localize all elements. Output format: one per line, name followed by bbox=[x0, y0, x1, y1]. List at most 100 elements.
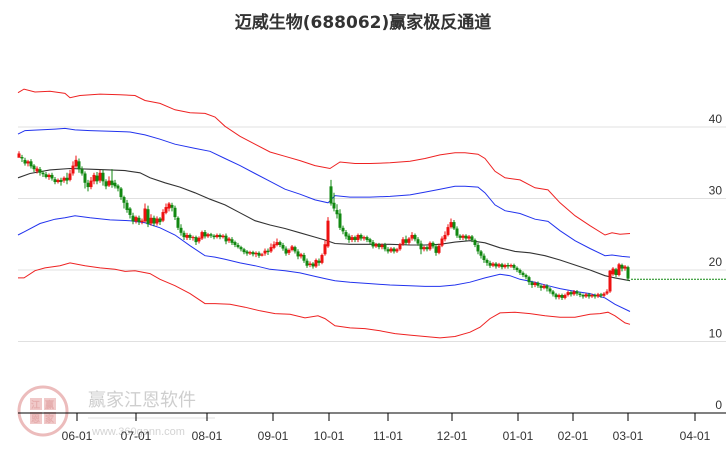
watermark-seal-cell bbox=[30, 412, 42, 424]
gridlines bbox=[18, 126, 726, 342]
candle-body bbox=[467, 236, 471, 239]
candle-body bbox=[167, 203, 171, 209]
candle-body bbox=[431, 242, 435, 247]
candle-body bbox=[236, 244, 240, 248]
candle-body bbox=[575, 291, 579, 294]
candle-body bbox=[278, 242, 282, 245]
candle-body bbox=[215, 234, 219, 238]
candle-body bbox=[188, 234, 192, 238]
candle-body bbox=[590, 295, 594, 297]
candle-body bbox=[257, 252, 261, 256]
candle-body bbox=[401, 239, 405, 245]
candle-body bbox=[602, 293, 606, 296]
candle-body bbox=[500, 264, 504, 268]
candle-body bbox=[572, 291, 576, 295]
y-tick-label: 10 bbox=[709, 327, 723, 341]
watermark-seal-char: 赢 bbox=[45, 399, 54, 411]
x-tick-label: 12-01 bbox=[437, 429, 468, 443]
candle-body bbox=[242, 249, 246, 253]
watermark-seal-cell bbox=[44, 398, 56, 410]
candle-body bbox=[533, 282, 537, 286]
candle-body bbox=[476, 244, 480, 252]
x-tick-label: 10-01 bbox=[314, 429, 345, 443]
candle-body bbox=[356, 234, 360, 240]
candle-body bbox=[599, 294, 603, 296]
candle-body bbox=[416, 239, 420, 244]
candle-body bbox=[65, 177, 69, 181]
candle-body bbox=[29, 161, 33, 167]
candle-body bbox=[146, 209, 150, 225]
candle-body bbox=[140, 220, 144, 223]
candle-body bbox=[332, 202, 336, 209]
candle-body bbox=[212, 235, 216, 238]
candle-body bbox=[251, 252, 255, 255]
candle-body bbox=[458, 235, 462, 238]
candle-body bbox=[101, 172, 105, 182]
candle-body bbox=[59, 179, 63, 183]
candle-body bbox=[134, 217, 138, 222]
watermark: 江 赢 恩 家 赢家江恩软件 www.360gann.com bbox=[17, 385, 215, 438]
candle-body bbox=[362, 237, 366, 239]
candle-body bbox=[20, 157, 24, 159]
candle-body bbox=[452, 222, 456, 229]
candle-body bbox=[485, 259, 489, 263]
candle-body bbox=[311, 263, 315, 267]
candle-body bbox=[539, 285, 543, 288]
candle-body bbox=[470, 236, 474, 240]
candle-body bbox=[317, 260, 321, 263]
candle-body bbox=[266, 250, 270, 253]
candle-body bbox=[206, 234, 210, 237]
candle-body bbox=[152, 217, 156, 224]
candle-body bbox=[434, 246, 438, 253]
candle-body bbox=[461, 235, 465, 238]
candle-body bbox=[113, 182, 117, 187]
candle-body bbox=[98, 172, 102, 181]
candle-body bbox=[569, 292, 573, 295]
candle-body bbox=[596, 294, 600, 297]
candle-body bbox=[68, 173, 72, 180]
candle-body bbox=[527, 277, 531, 283]
candle-body bbox=[218, 234, 222, 238]
candle-body bbox=[77, 161, 81, 170]
candle-body bbox=[329, 186, 333, 204]
candle-body bbox=[275, 242, 279, 245]
candle-body bbox=[143, 208, 147, 222]
candle-body bbox=[149, 217, 153, 224]
candle-body bbox=[608, 270, 612, 292]
candle-body bbox=[491, 263, 495, 266]
candle-body bbox=[92, 174, 96, 182]
candle-body bbox=[293, 247, 297, 252]
candle-body bbox=[548, 288, 552, 292]
candle-body bbox=[128, 208, 132, 215]
channel-bands bbox=[17, 88, 631, 339]
candle-body bbox=[203, 232, 207, 237]
candle-body bbox=[440, 238, 444, 246]
candle-body bbox=[305, 260, 309, 266]
candle-body bbox=[530, 282, 534, 286]
candle-body bbox=[392, 248, 396, 252]
candle-body bbox=[512, 264, 516, 268]
candle-body bbox=[407, 238, 411, 243]
candle-body bbox=[365, 237, 369, 240]
watermark-seal-cell bbox=[30, 398, 42, 410]
candle-body bbox=[50, 174, 54, 179]
candle-body bbox=[494, 263, 498, 267]
candle-body bbox=[272, 244, 276, 248]
candle-body bbox=[536, 282, 540, 286]
candle-body bbox=[260, 254, 264, 256]
x-tick-label: 03-01 bbox=[613, 429, 644, 443]
candle-body bbox=[74, 159, 78, 167]
candle-body bbox=[593, 295, 597, 297]
candle-body bbox=[164, 207, 168, 213]
candle-body bbox=[344, 232, 348, 237]
candle-body bbox=[626, 267, 630, 279]
candle-body bbox=[56, 179, 60, 183]
candle-body bbox=[245, 251, 249, 254]
candle-body bbox=[122, 197, 126, 203]
candle-body bbox=[173, 207, 177, 218]
x-tick-label: 01-01 bbox=[503, 429, 534, 443]
candle-body bbox=[41, 172, 45, 175]
candle-body bbox=[620, 264, 624, 269]
candle-body bbox=[449, 222, 453, 228]
candle-body bbox=[125, 202, 129, 210]
